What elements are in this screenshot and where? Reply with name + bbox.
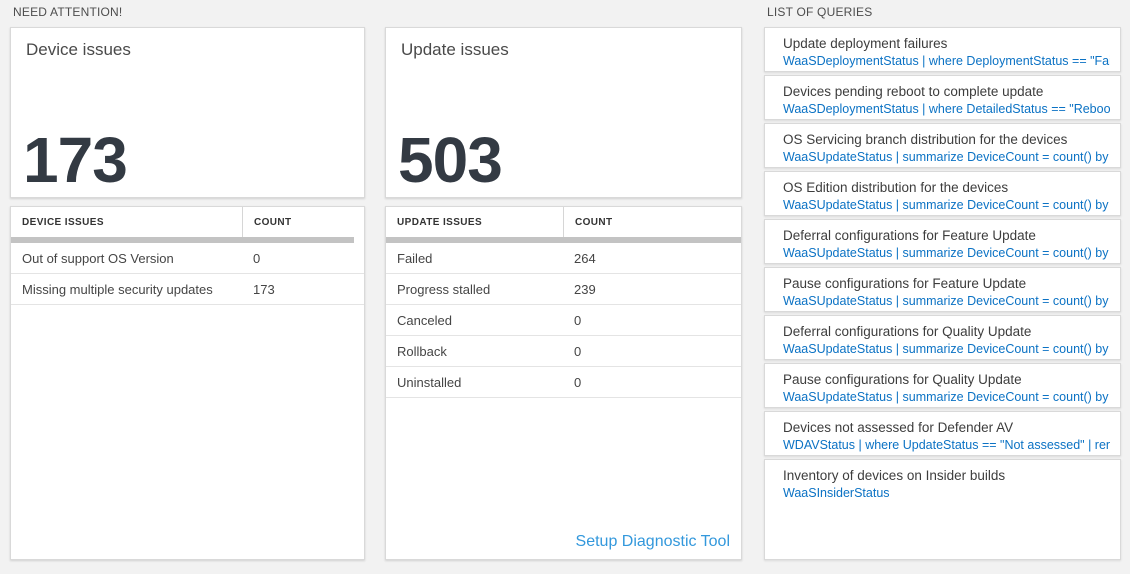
row-count-cell: 0	[574, 374, 582, 390]
update-issues-total: 503	[398, 124, 503, 196]
query-title: Deferral configurations for Quality Upda…	[783, 324, 1032, 339]
query-title: Update deployment failures	[783, 36, 948, 51]
update-issues-column-header: UPDATE ISSUES	[397, 216, 483, 228]
query-text: WDAVStatus | where UpdateStatus == "Not …	[783, 437, 1110, 452]
query-text: WaaSDeploymentStatus | where DeploymentS…	[783, 53, 1110, 68]
update-issues-tile[interactable]: Update issues 503	[385, 27, 742, 198]
update-count-column-header: COUNT	[563, 207, 741, 237]
query-text: WaaSDeploymentStatus | where DetailedSta…	[783, 101, 1110, 116]
table-row[interactable]: Failed 264	[386, 243, 741, 274]
query-item[interactable]: Update deployment failures WaaSDeploymen…	[764, 27, 1121, 72]
query-title: Inventory of devices on Insider builds	[783, 468, 1006, 483]
need-attention-column-device: NEED ATTENTION! Device issues 173 DEVICE…	[10, 0, 365, 574]
row-count-cell: 0	[253, 250, 261, 266]
table-row[interactable]: Missing multiple security updates 173	[11, 274, 364, 305]
query-item[interactable]: Deferral configurations for Feature Upda…	[764, 219, 1121, 264]
query-text: WaaSUpdateStatus | summarize DeviceCount…	[783, 293, 1110, 308]
query-text: WaaSUpdateStatus | summarize DeviceCount…	[783, 389, 1110, 404]
query-item[interactable]: OS Edition distribution for the devices …	[764, 171, 1121, 216]
row-label-cell: Progress stalled	[397, 281, 491, 297]
update-issues-table-header: UPDATE ISSUES COUNT	[386, 207, 741, 237]
row-count-cell: 0	[574, 343, 582, 359]
query-title: Devices pending reboot to complete updat…	[783, 84, 1044, 99]
query-title: OS Edition distribution for the devices	[783, 180, 1009, 195]
query-item[interactable]: Inventory of devices on Insider builds W…	[764, 459, 1121, 560]
query-text: WaaSInsiderStatus	[783, 485, 890, 500]
table-row[interactable]: Out of support OS Version 0	[11, 243, 364, 274]
row-label-cell: Missing multiple security updates	[22, 281, 213, 297]
query-title: Devices not assessed for Defender AV	[783, 420, 1014, 435]
row-count-cell: 0	[574, 312, 582, 328]
query-title: Pause configurations for Feature Update	[783, 276, 1027, 291]
device-count-column-header: COUNT	[242, 207, 364, 237]
query-title: OS Servicing branch distribution for the…	[783, 132, 1068, 147]
update-issues-table: UPDATE ISSUES COUNT Failed 264 Progress …	[385, 206, 742, 560]
device-issues-tile[interactable]: Device issues 173	[10, 27, 365, 198]
device-issues-tile-title: Device issues	[26, 40, 131, 59]
table-header-divider	[386, 237, 741, 243]
need-attention-column-update: Update issues 503 UPDATE ISSUES COUNT Fa…	[385, 0, 742, 574]
table-row[interactable]: Canceled 0	[386, 305, 741, 336]
query-title: Deferral configurations for Feature Upda…	[783, 228, 1036, 243]
query-item[interactable]: Deferral configurations for Quality Upda…	[764, 315, 1121, 360]
query-text: WaaSUpdateStatus | summarize DeviceCount…	[783, 197, 1110, 212]
need-attention-title: NEED ATTENTION!	[13, 5, 123, 19]
query-text: WaaSUpdateStatus | summarize DeviceCount…	[783, 341, 1110, 356]
query-item[interactable]: OS Servicing branch distribution for the…	[764, 123, 1121, 168]
query-item[interactable]: Devices pending reboot to complete updat…	[764, 75, 1121, 120]
device-issues-table: DEVICE ISSUES COUNT Out of support OS Ve…	[10, 206, 365, 560]
table-row[interactable]: Rollback 0	[386, 336, 741, 367]
device-issues-column-header: DEVICE ISSUES	[22, 216, 104, 228]
query-text: WaaSUpdateStatus | summarize DeviceCount…	[783, 245, 1110, 260]
table-row[interactable]: Uninstalled 0	[386, 367, 741, 398]
row-label-cell: Uninstalled	[397, 374, 462, 390]
row-label-cell: Rollback	[397, 343, 447, 359]
table-header-divider	[11, 237, 354, 243]
query-text: WaaSUpdateStatus | summarize DeviceCount…	[783, 149, 1110, 164]
query-item[interactable]: Pause configurations for Quality Update …	[764, 363, 1121, 408]
row-count-cell: 173	[253, 281, 275, 297]
device-issues-table-header: DEVICE ISSUES COUNT	[11, 207, 364, 237]
row-count-cell: 264	[574, 250, 596, 266]
query-list: Update deployment failures WaaSDeploymen…	[764, 27, 1121, 560]
row-label-cell: Failed	[397, 250, 433, 266]
update-issues-tile-title: Update issues	[401, 40, 509, 59]
setup-diagnostic-tool-link[interactable]: Setup Diagnostic Tool	[575, 533, 730, 550]
row-label-cell: Out of support OS Version	[22, 250, 174, 266]
query-item[interactable]: Devices not assessed for Defender AV WDA…	[764, 411, 1121, 456]
row-label-cell: Canceled	[397, 312, 452, 328]
list-of-queries-panel: LIST OF QUERIES Update deployment failur…	[764, 0, 1121, 574]
row-count-cell: 239	[574, 281, 596, 297]
query-title: Pause configurations for Quality Update	[783, 372, 1022, 387]
query-item[interactable]: Pause configurations for Feature Update …	[764, 267, 1121, 312]
device-issues-total: 173	[23, 124, 128, 196]
list-of-queries-title: LIST OF QUERIES	[767, 5, 873, 19]
table-row[interactable]: Progress stalled 239	[386, 274, 741, 305]
